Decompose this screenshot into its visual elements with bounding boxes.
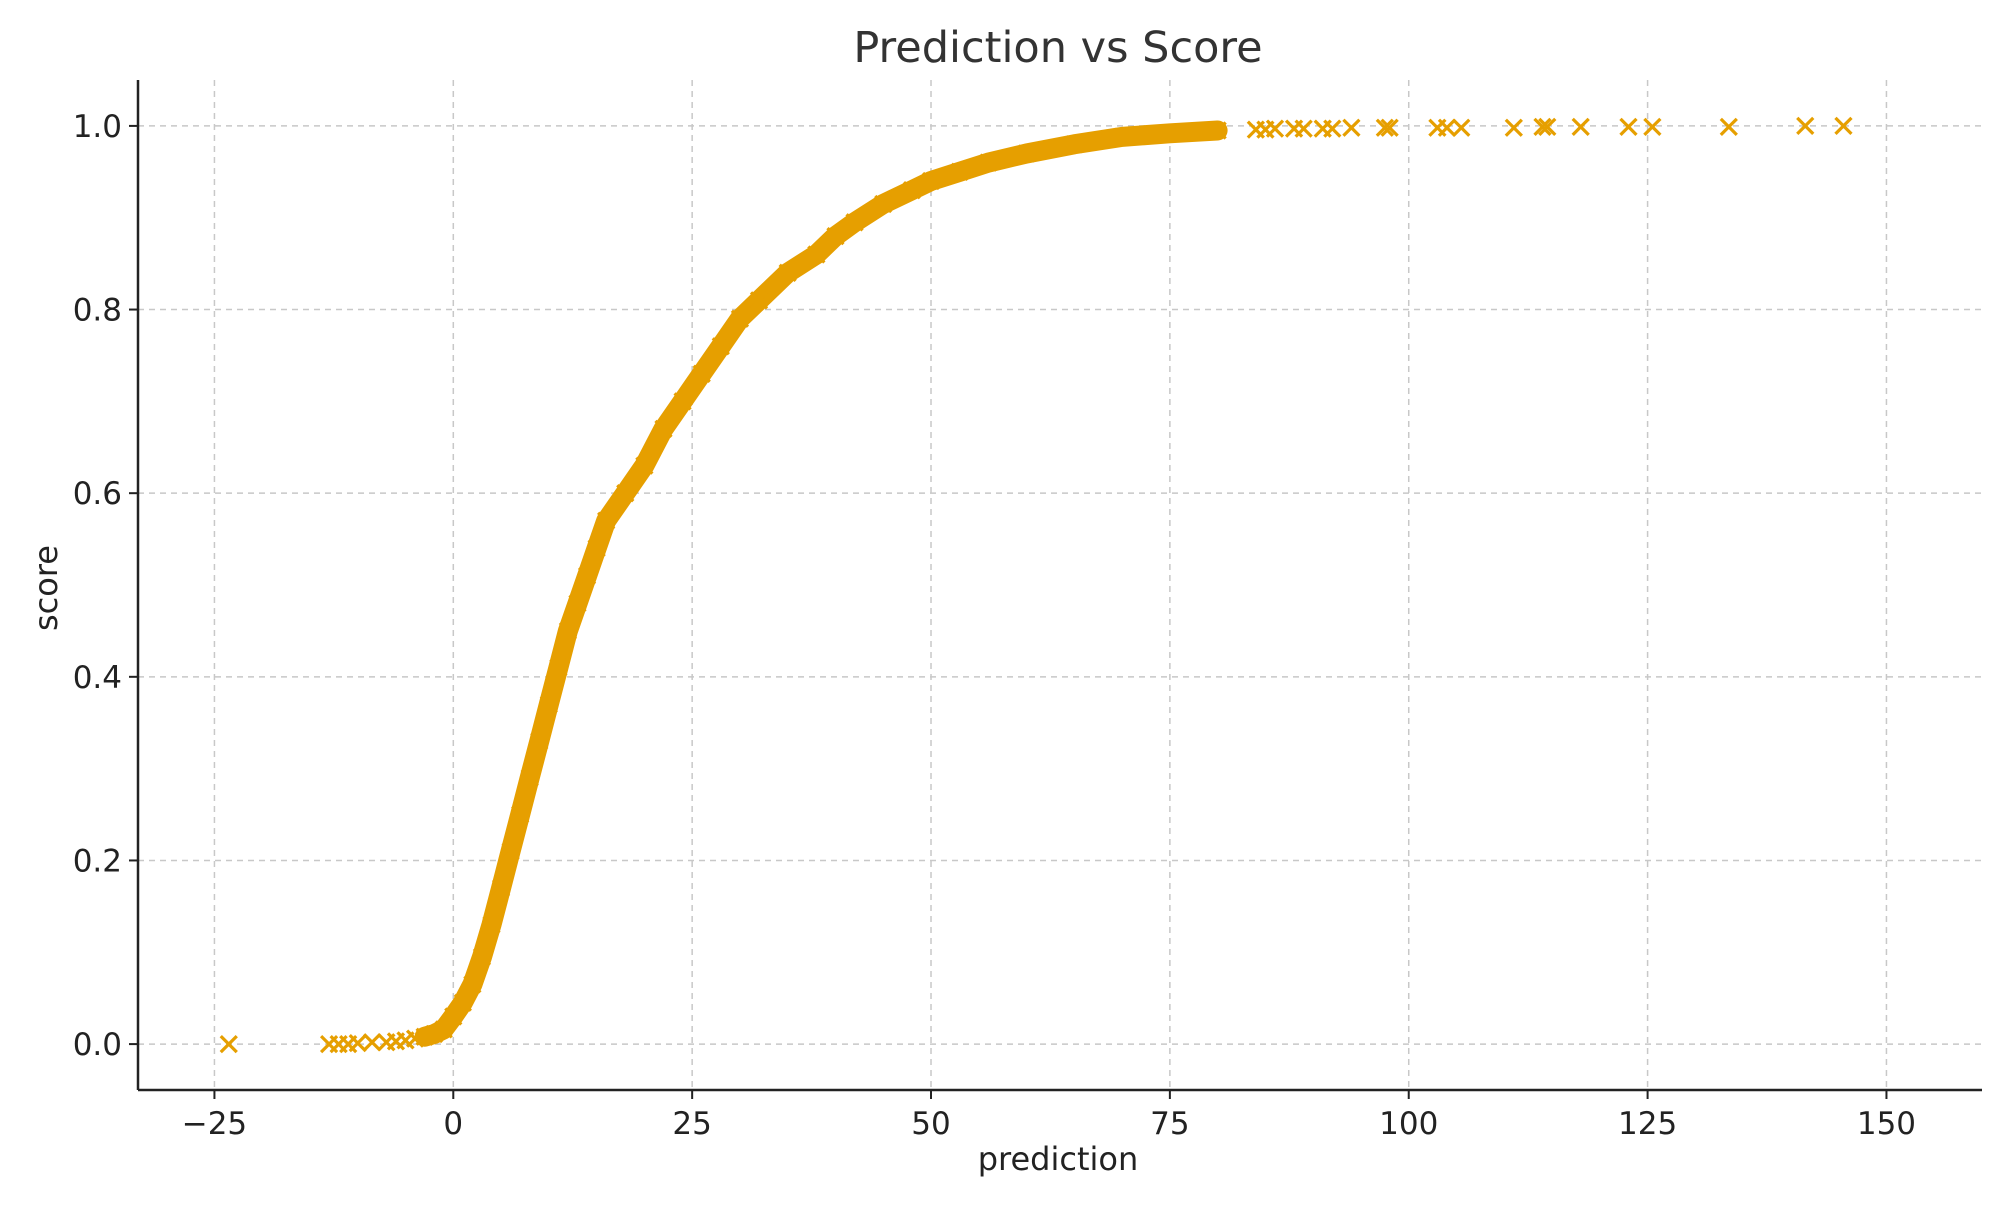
data-point	[511, 805, 530, 824]
y-tick-label: 0.6	[73, 476, 122, 512]
data-point	[654, 419, 673, 439]
data-point	[616, 484, 635, 503]
data-point	[362, 1033, 382, 1052]
data-point	[749, 291, 769, 310]
y-tick-label: 1.0	[73, 109, 122, 145]
y-axis-label: score	[27, 545, 65, 631]
y-tick-label: 0.8	[73, 293, 122, 329]
x-tick-label: 0	[443, 1106, 463, 1142]
data-point	[1834, 116, 1853, 136]
data-point	[453, 993, 472, 1012]
data-point	[979, 153, 998, 172]
data-point	[472, 947, 492, 966]
x-tick-label: 100	[1379, 1106, 1438, 1142]
x-axis-label: prediction	[978, 1140, 1139, 1178]
data-point	[1323, 119, 1342, 138]
data-point	[826, 226, 845, 246]
data-point	[491, 878, 511, 898]
data-point	[711, 337, 730, 356]
data-point	[501, 842, 520, 861]
data-point	[730, 309, 750, 328]
data-point	[635, 456, 654, 475]
data-point	[219, 1034, 238, 1054]
data-point	[539, 695, 558, 714]
data-point	[577, 566, 597, 585]
data-point	[1017, 144, 1036, 163]
data-point	[482, 915, 501, 934]
data-point	[1160, 124, 1180, 143]
data-point	[874, 194, 893, 214]
data-point	[673, 392, 692, 411]
data-point	[1112, 127, 1132, 147]
x-tick-label: 125	[1618, 1106, 1677, 1142]
data-point	[1342, 118, 1361, 137]
data-point	[587, 539, 606, 558]
data-point	[1796, 116, 1815, 136]
data-point	[845, 213, 864, 232]
grid-lines	[138, 80, 1982, 1090]
data-point	[1504, 118, 1523, 137]
data-point	[568, 594, 587, 613]
x-tick-label: 75	[1150, 1106, 1189, 1142]
data-point	[921, 171, 941, 191]
data-point	[902, 181, 922, 200]
data-point	[1380, 118, 1399, 137]
data-point	[778, 263, 797, 282]
y-tick-label: 0.2	[73, 843, 122, 879]
x-tick-label: 25	[672, 1106, 711, 1142]
data-point	[692, 364, 711, 383]
data-point	[1719, 117, 1738, 136]
x-tick-label: 50	[911, 1106, 950, 1142]
x-tick-label: 150	[1857, 1106, 1916, 1142]
data-point	[1571, 117, 1590, 136]
data-point	[520, 768, 539, 787]
data-point	[1065, 135, 1084, 154]
data-point	[434, 1020, 453, 1039]
data-point	[530, 731, 549, 751]
chart-title: Prediction vs Score	[853, 23, 1262, 73]
data-points	[219, 116, 1853, 1054]
data-point	[425, 1024, 444, 1044]
data-point	[1533, 117, 1552, 136]
data-point	[463, 975, 482, 994]
dense-point-band	[414, 120, 1228, 1047]
data-point	[950, 162, 969, 181]
data-point	[1452, 118, 1471, 137]
data-point	[807, 245, 826, 264]
data-point	[1538, 117, 1557, 136]
data-point	[1643, 117, 1662, 136]
data-point	[444, 1007, 463, 1026]
y-tick-label: 0.4	[73, 660, 122, 696]
x-tick-label: −25	[182, 1106, 247, 1142]
data-point	[558, 621, 578, 641]
axes	[129, 80, 1982, 1099]
y-tick-label: 0.0	[73, 1027, 122, 1063]
tick-labels: −25 0 25 50 75 100 125 150 0.0 0.2 0.4 0.6 0.8 1.0	[73, 109, 1916, 1142]
data-point	[348, 1034, 367, 1053]
data-point	[1375, 118, 1394, 137]
data-point	[1619, 117, 1638, 136]
data-point	[1437, 118, 1457, 137]
data-point	[1208, 121, 1227, 140]
data-point	[1265, 119, 1285, 138]
data-point	[1294, 119, 1313, 138]
data-point	[597, 511, 616, 530]
data-point	[549, 658, 568, 677]
